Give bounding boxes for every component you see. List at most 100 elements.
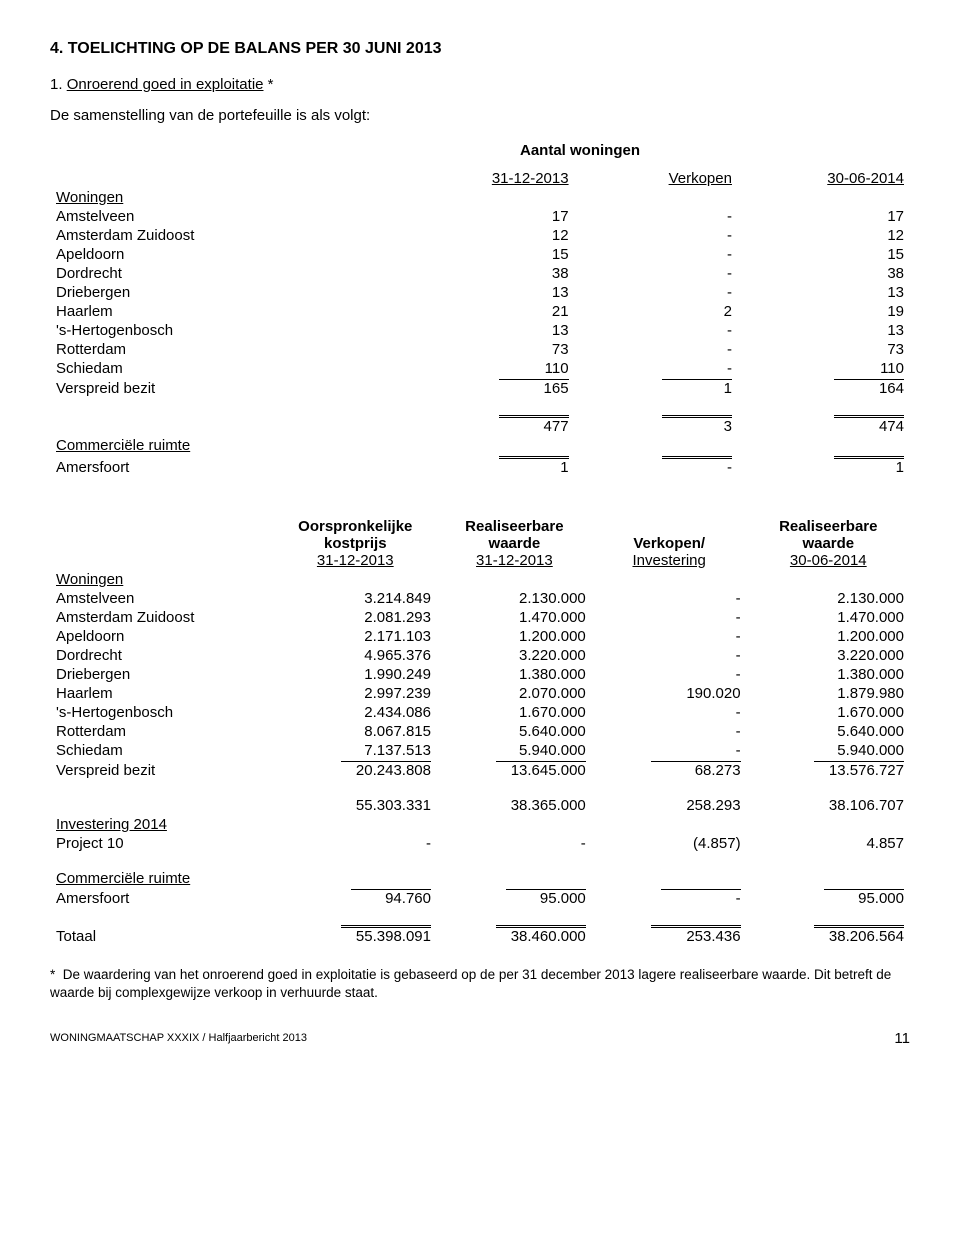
t2-group-label: Woningen <box>50 570 274 589</box>
table-row: Amsterdam Zuidoost12-12 <box>50 226 910 245</box>
table-row: Driebergen13-13 <box>50 283 910 302</box>
t2-label: Dordrecht <box>50 646 274 665</box>
t2-label: Amsterdam Zuidoost <box>50 608 274 627</box>
t2-h4c: 30-06-2014 <box>790 552 867 569</box>
section-title: 4. TOELICHTING OP DE BALANS PER 30 JUNI … <box>50 40 910 58</box>
t1-sub-c3: 474 <box>834 415 904 435</box>
t2-c1: 4.965.376 <box>274 646 437 665</box>
table-waarden: Oorspronkelijke kostprijs 31-12-2013 Rea… <box>50 517 910 946</box>
t1-group2-row: Amersfoort 1 - 1 <box>50 455 910 477</box>
t1-label: Dordrecht <box>50 264 411 283</box>
t1-c3: 38 <box>738 264 910 283</box>
t2-c2: 2.070.000 <box>437 684 592 703</box>
t2-c2: 5.640.000 <box>437 722 592 741</box>
t2-c3: - <box>592 703 747 722</box>
t1-c2: - <box>575 340 738 359</box>
t2-c4: 2.130.000 <box>747 589 910 608</box>
t2-label: Rotterdam <box>50 722 274 741</box>
t2-c1: 2.081.293 <box>274 608 437 627</box>
t1-c3: 73 <box>738 340 910 359</box>
t1-label: Apeldoorn <box>50 245 411 264</box>
t1-c3: 164 <box>738 378 910 398</box>
t2-c3: - <box>592 665 747 684</box>
t1-c3: 17 <box>738 207 910 226</box>
table-row: Dordrecht4.965.3763.220.000-3.220.000 <box>50 646 910 665</box>
t2-h1a: Oorspronkelijke <box>298 518 412 535</box>
t2-tot-c2: 38.460.000 <box>496 925 586 945</box>
t1-sub-c2: 3 <box>662 415 732 435</box>
t2-c1: 2.434.086 <box>274 703 437 722</box>
t2-c3: - <box>592 627 747 646</box>
table-row: Rotterdam73-73 <box>50 340 910 359</box>
t1-group-label: Woningen <box>50 188 411 207</box>
t2-label: Apeldoorn <box>50 627 274 646</box>
table-row: Haarlem21219 <box>50 302 910 321</box>
t2-g2-c4: 95.000 <box>824 889 904 907</box>
t1-c1: 13 <box>411 321 574 340</box>
t1-label: 's-Hertogenbosch <box>50 321 411 340</box>
t2-label: Haarlem <box>50 684 274 703</box>
table-row: 's-Hertogenbosch2.434.0861.670.000-1.670… <box>50 703 910 722</box>
t2-c1: 20.243.808 <box>274 760 437 780</box>
t2-c4: 1.380.000 <box>747 665 910 684</box>
table-row: Driebergen1.990.2491.380.000-1.380.000 <box>50 665 910 684</box>
t2-tot-c4: 38.206.564 <box>814 925 904 945</box>
t1-c1: 15 <box>411 245 574 264</box>
t2-total-label: Totaal <box>50 924 274 946</box>
t1-c1: 13 <box>411 283 574 302</box>
t1-label: Amstelveen <box>50 207 411 226</box>
t2-label: 's-Hertogenbosch <box>50 703 274 722</box>
t2-c4: 5.640.000 <box>747 722 910 741</box>
t1-c3: 15 <box>738 245 910 264</box>
t1-c1: 12 <box>411 226 574 245</box>
t2-c3: - <box>592 722 747 741</box>
t2-h4a: Realiseerbare <box>779 518 877 535</box>
t2-c3: 190.020 <box>592 684 747 703</box>
table-row: Amstelveen3.214.8492.130.000-2.130.000 <box>50 589 910 608</box>
t2-total-row: Totaal 55.398.091 38.460.000 253.436 38.… <box>50 924 910 946</box>
t2-subtotal: 55.303.331 38.365.000 258.293 38.106.707 <box>50 796 910 815</box>
t1-g2-c1: 1 <box>499 456 569 476</box>
table-row: Amstelveen17-17 <box>50 207 910 226</box>
t2-h3b: Investering <box>632 552 705 569</box>
t1-c2: - <box>575 245 738 264</box>
t2-c2: 1.470.000 <box>437 608 592 627</box>
t2-c4: 1.670.000 <box>747 703 910 722</box>
t2-sub-c4: 38.106.707 <box>747 796 910 815</box>
t1-g2-c2: - <box>662 456 732 476</box>
table-row: Apeldoorn15-15 <box>50 245 910 264</box>
t2-group2-label: Commerciële ruimte <box>50 869 274 888</box>
t2-c1: 2.997.239 <box>274 684 437 703</box>
t2-h3a: Verkopen/ <box>633 535 705 552</box>
t1-label: Verspreid bezit <box>50 378 411 398</box>
t2-g2-c3: - <box>661 889 741 907</box>
t2-header-row: Oorspronkelijke kostprijs 31-12-2013 Rea… <box>50 517 910 570</box>
table-row: Verspreid bezit1651164 <box>50 378 910 398</box>
t2-c2: 2.130.000 <box>437 589 592 608</box>
table-aantal-woningen: 31-12-2013 Verkopen 30-06-2014 Woningen … <box>50 169 910 477</box>
t2-c2: 1.200.000 <box>437 627 592 646</box>
t2-inv-c2: - <box>437 834 592 853</box>
table1-header-row: 31-12-2013 Verkopen 30-06-2014 <box>50 169 910 188</box>
t1-c1: 110 <box>411 359 574 378</box>
t1-c2: - <box>575 264 738 283</box>
t1-c2: 2 <box>575 302 738 321</box>
t1-label: Rotterdam <box>50 340 411 359</box>
table-row: Verspreid bezit20.243.80813.645.00068.27… <box>50 760 910 780</box>
t2-c1: 2.171.103 <box>274 627 437 646</box>
t2-c3: - <box>592 589 747 608</box>
t1-c2: - <box>575 207 738 226</box>
t2-sub-c2: 38.365.000 <box>437 796 592 815</box>
t1-c3: 12 <box>738 226 910 245</box>
table-row: Schiedam7.137.5135.940.000-5.940.000 <box>50 741 910 760</box>
t1-c1: 17 <box>411 207 574 226</box>
t2-inv-row: Project 10 - - (4.857) 4.857 <box>50 834 910 853</box>
t2-c4: 1.470.000 <box>747 608 910 627</box>
t2-sub-c3: 258.293 <box>592 796 747 815</box>
t2-g2-label: Amersfoort <box>50 888 274 908</box>
t1-c3: 13 <box>738 321 910 340</box>
t2-tot-c3: 253.436 <box>651 925 741 945</box>
table-row: Haarlem2.997.2392.070.000190.0201.879.98… <box>50 684 910 703</box>
t2-c3: - <box>592 741 747 760</box>
item-heading: 1. Onroerend goed in exploitatie * <box>50 76 910 93</box>
